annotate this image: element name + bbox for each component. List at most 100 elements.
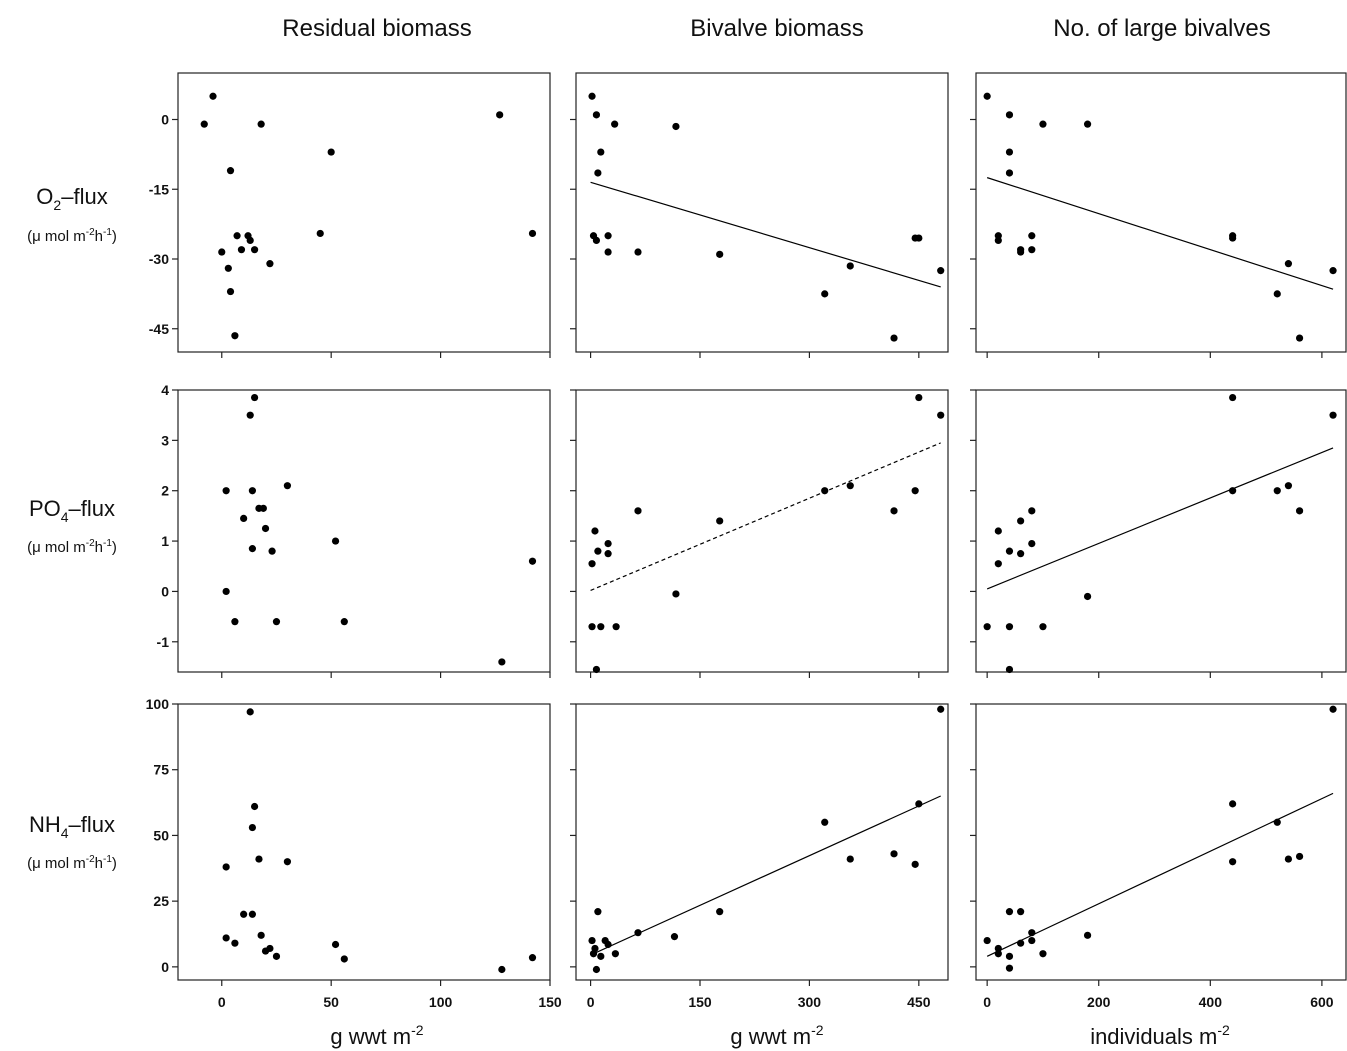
data-point [670, 933, 679, 941]
data-point [222, 587, 230, 596]
y-tick-label: 100 [146, 696, 170, 712]
col-title-bivalve-biomass: Bivalve biomass [690, 15, 863, 42]
plot-frame [177, 72, 551, 353]
data-point [498, 658, 506, 666]
data-point [890, 334, 898, 342]
data-point [588, 92, 596, 100]
x-tick-label: 150 [538, 994, 562, 1010]
y-tick-label: 2 [161, 483, 169, 499]
plot-frame [177, 703, 551, 981]
data-point [846, 482, 854, 490]
data-point [1229, 800, 1237, 808]
data-point [716, 517, 724, 525]
data-point [231, 618, 239, 626]
panel-r1-c2 [970, 389, 1347, 678]
data-point [1295, 334, 1304, 342]
data-point [1028, 539, 1036, 548]
data-point [994, 560, 1002, 568]
data-point [1005, 964, 1014, 972]
data-point [915, 393, 923, 402]
data-point [250, 246, 259, 254]
data-point [231, 332, 239, 340]
data-point [268, 547, 276, 555]
data-point [528, 229, 537, 238]
data-point [594, 908, 602, 916]
data-point [994, 236, 1002, 244]
data-point [983, 936, 991, 945]
data-point [597, 148, 605, 156]
data-point [983, 623, 991, 631]
y-tick-label: 75 [153, 762, 169, 778]
data-point [591, 527, 599, 535]
panel-r0-c2 [970, 72, 1347, 358]
svg-text:(μ mol m-2h-1): (μ mol m-2h-1) [27, 227, 117, 245]
data-point [1083, 120, 1092, 128]
data-point [528, 557, 537, 565]
xlabel-large-bivalves: individuals m-2 [1090, 1022, 1230, 1049]
data-point [994, 950, 1002, 958]
data-point [1273, 818, 1281, 826]
data-point [200, 120, 208, 128]
data-point [331, 537, 340, 545]
data-point [1028, 929, 1036, 937]
x-tick-label: 0 [983, 994, 991, 1010]
y-tick-label: 0 [161, 959, 169, 975]
data-point [1028, 936, 1036, 945]
data-point [634, 248, 642, 256]
x-tick-label: 0 [218, 994, 226, 1010]
regression-line [590, 181, 941, 288]
y-tick-label: 1 [161, 533, 169, 549]
data-point [1005, 623, 1014, 631]
data-point [1229, 393, 1237, 402]
x-tick-label: 0 [587, 994, 595, 1010]
x-tick-label: 300 [798, 994, 822, 1010]
data-point [233, 232, 241, 240]
panel-r0-c0: 0 -15 -30 -45 [149, 72, 551, 358]
plot-frame [575, 72, 949, 353]
data-point [604, 248, 612, 256]
data-point [1273, 290, 1281, 298]
data-point [937, 411, 945, 419]
data-point [327, 148, 335, 156]
svg-text:PO4–flux: PO4–flux [29, 496, 115, 525]
data-point [1083, 592, 1092, 601]
data-point [1229, 487, 1237, 495]
data-point [592, 965, 601, 974]
plot-frame [575, 703, 949, 981]
data-point [248, 910, 256, 918]
data-point [237, 246, 246, 254]
data-point [915, 234, 923, 242]
regression-line [590, 795, 941, 956]
regression-line [986, 177, 1334, 290]
data-point [1005, 111, 1014, 119]
panel-r0-c1 [570, 72, 949, 358]
svg-text:O2–flux: O2–flux [36, 184, 107, 213]
panel-r2-c2: 0 200 400 600 [970, 703, 1347, 1010]
data-point [248, 823, 256, 832]
data-point [1017, 248, 1025, 256]
data-point [1005, 908, 1014, 916]
data-point [611, 950, 619, 958]
data-point [316, 229, 324, 238]
data-point [604, 550, 612, 558]
svg-text:(μ mol m-2h-1): (μ mol m-2h-1) [27, 538, 117, 556]
data-point [1039, 623, 1047, 631]
data-point [716, 250, 724, 258]
data-point [672, 122, 680, 131]
data-point [250, 393, 259, 402]
data-point [911, 860, 919, 868]
row-label-o2: O2–flux (μ mol m-2h-1) [27, 184, 117, 245]
data-point [994, 944, 1002, 953]
y-tick-label: 0 [161, 112, 169, 128]
data-point [937, 705, 945, 713]
data-point [604, 232, 612, 240]
y-tick-label: -15 [149, 181, 169, 197]
data-point [226, 287, 235, 296]
data-point [209, 92, 217, 100]
panels: 0 -15 -30 -45 4 3 2 1 0 -1 100 75 50 25 0 0 50 100 150 0 150… [146, 72, 1347, 1010]
data-point [634, 507, 642, 515]
data-point [226, 167, 235, 175]
y-tick-label: -1 [157, 634, 170, 650]
y-tick-label: 50 [153, 827, 169, 843]
data-point [259, 504, 267, 512]
